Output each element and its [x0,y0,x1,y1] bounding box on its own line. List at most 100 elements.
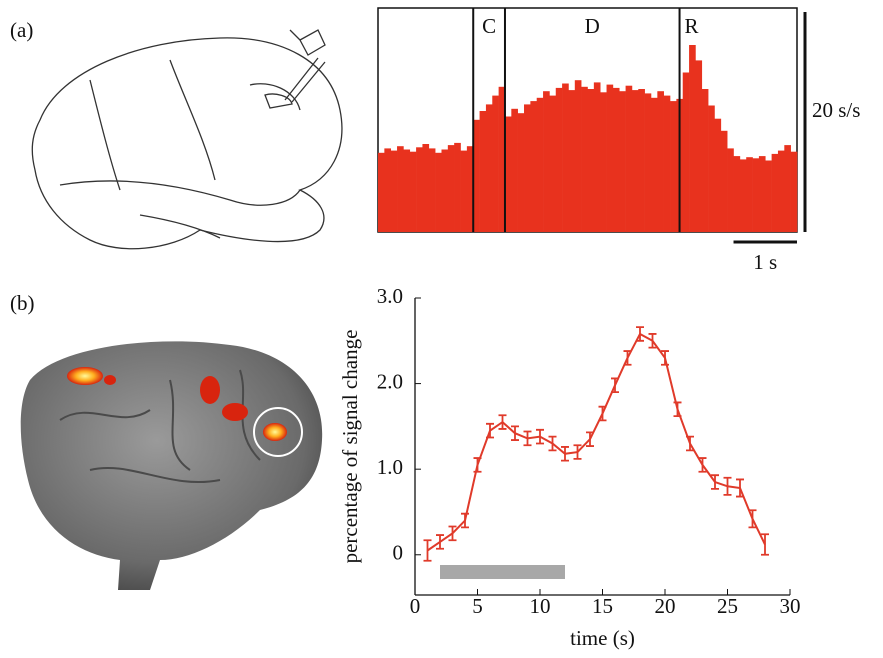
histogram-bar [746,157,753,232]
error-bar [573,444,582,460]
x-tick-label: 0 [410,594,421,618]
histogram-bar [536,97,544,232]
histogram-bar [403,149,411,232]
histogram-bar [606,84,614,232]
signal-line [426,332,766,552]
histogram-bar [695,60,703,233]
error-bar [611,377,619,394]
histogram-bar [384,148,391,232]
histogram-bar [727,148,734,232]
error-bar [536,428,544,445]
histogram-bar [485,104,493,232]
x-axis-label: time (s) [570,626,635,650]
histogram-bar [765,160,772,232]
histogram-bar [752,158,760,232]
histogram-bar [670,101,677,232]
histogram-bar [568,90,576,232]
stimulus-bar [440,565,565,579]
x-tick-label: 10 [530,594,551,618]
histogram-bar [390,150,398,232]
histogram-bar [739,159,747,232]
histogram-bar [689,45,696,232]
histogram-bar [708,105,715,232]
histogram-bar [543,91,550,232]
histogram-bar [498,86,506,232]
histogram-bar [416,147,423,232]
histogram-bar [562,83,569,232]
histogram-bar [479,111,487,232]
epoch-label: C [482,14,496,38]
error-bar [473,457,482,473]
histogram-bar [758,156,766,232]
epoch-label: D [585,14,600,38]
histogram-bar [593,82,601,233]
error-bar [723,476,732,496]
histogram-bar [454,142,461,232]
error-bar [736,478,744,498]
histogram-bar [625,85,633,232]
histogram-bar [600,92,607,232]
y-tick-label: 0 [393,541,404,565]
histogram-bar [504,116,512,232]
error-bar [586,431,594,447]
histogram-bar [619,91,626,232]
histogram-bar [466,146,474,232]
histogram-bar [397,146,404,232]
histogram-bar [409,151,417,232]
histogram-bar [587,89,595,232]
histogram-bar [473,119,480,232]
histogram-bar [784,145,791,232]
histogram-bar [447,145,455,232]
human-brain-image [20,341,323,590]
epoch-label: R [685,14,699,38]
histogram-bar [733,156,741,232]
histogram-bar [460,150,468,232]
histogram-bar [612,87,620,233]
error-bar [461,512,469,529]
histogram-bar [555,87,563,233]
histogram-bar [524,104,531,232]
histogram-bar [428,148,436,232]
histogram-bar [657,91,664,232]
histogram-bar [638,89,645,232]
histogram-bar [492,95,499,232]
scale-bar-y-label: 20 s/s [812,98,860,122]
x-tick-label: 20 [655,594,676,618]
error-bar [711,474,719,490]
scale-bar-x-label: 1 s [753,250,777,274]
y-tick-label: 2.0 [377,369,403,393]
histogram-bar [663,95,671,232]
error-bar [661,350,669,366]
error-bar [623,350,632,366]
histogram-bar [714,118,722,232]
histogram-bar [574,80,582,232]
error-bar [761,533,769,556]
x-tick-label: 5 [472,594,483,618]
histogram-bar [378,152,385,232]
histogram-bar [581,86,588,232]
y-tick-label: 1.0 [377,455,403,479]
monkey-brain-sketch [31,29,343,250]
histogram-bar [644,93,652,233]
histogram-bar [777,150,785,232]
histogram-bar [517,113,525,232]
error-bar [423,539,432,562]
x-tick-label: 25 [717,594,738,618]
histogram-bar [771,153,779,232]
y-tick-label: 3.0 [377,284,403,308]
error-bar [648,333,657,349]
error-bar [748,509,757,529]
error-bar [548,435,557,452]
histogram-bar [422,144,430,232]
error-bar [598,405,607,422]
histogram-bar [435,152,442,232]
histogram-bar [511,108,518,232]
error-bar [511,425,519,441]
panel-label: (a) [10,18,33,42]
error-bar [686,435,694,452]
error-bar [523,430,532,447]
histogram-bar [441,149,449,232]
error-bar [561,446,569,462]
error-bar [698,457,707,473]
